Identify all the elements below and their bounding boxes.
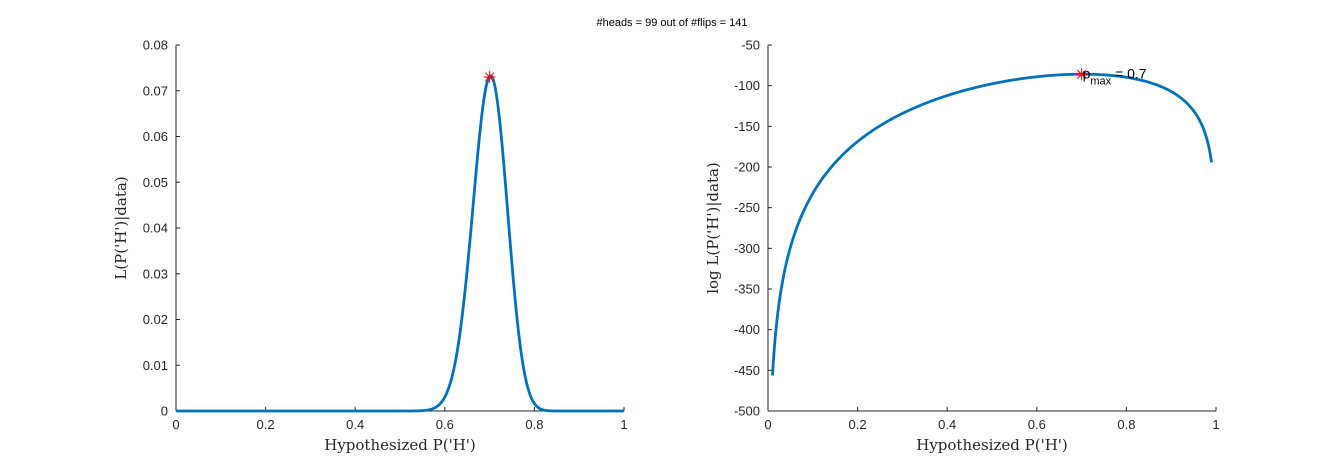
- likelihood-y-tick-label: 0.02: [143, 312, 168, 327]
- likelihood-y-tick-label: 0.01: [143, 358, 168, 373]
- likelihood-x-tick-label: 1: [620, 417, 627, 432]
- log-likelihood-y-tick-label: -400: [734, 322, 760, 337]
- log-likelihood-axes: 0 0.2 0.4 0.6 0.8 1 -50 -100 -150 -200 -250 -300 -35…: [704, 38, 1220, 455]
- likelihood-curve: [176, 74, 624, 413]
- likelihood-y-tick-label: 0.05: [143, 175, 168, 190]
- log-likelihood-x-tick-label: 0.4: [938, 417, 956, 432]
- log-likelihood-y-tick-label: -500: [734, 404, 760, 419]
- likelihood-y-tick-label: 0.06: [143, 129, 168, 144]
- log-likelihood-y-tick-label: -250: [734, 200, 760, 215]
- log-likelihood-y-tick-label: -50: [741, 38, 760, 53]
- log-likelihood-max-annotation: pmax = 0.7: [1083, 65, 1147, 87]
- figure-suptitle: #heads = 99 out of #flips = 141: [596, 17, 747, 29]
- likelihood-x-tick-label: 0.2: [257, 417, 275, 432]
- log-likelihood-y-tick-label: -350: [734, 282, 760, 297]
- log-likelihood-y-tick-label: -200: [734, 160, 760, 175]
- log-likelihood-curve: [771, 72, 1213, 376]
- likelihood-x-tick-label: 0.8: [525, 417, 543, 432]
- likelihood-y-tick-label: 0.08: [143, 38, 168, 53]
- likelihood-y-tick-label: 0.04: [143, 221, 168, 236]
- likelihood-x-axis-label: Hypothesized P('H'): [324, 436, 476, 454]
- likelihood-y-axis-label: L(P('H')|data): [112, 176, 130, 279]
- log-likelihood-x-axis-label: Hypothesized P('H'): [916, 436, 1068, 454]
- log-likelihood-y-tick-label: -450: [734, 363, 760, 378]
- log-likelihood-x-tick-label: 0.2: [849, 417, 867, 432]
- likelihood-max-marker: [483, 71, 496, 84]
- likelihood-x-tick-label: 0.4: [346, 417, 364, 432]
- log-likelihood-max-marker: [1075, 68, 1088, 81]
- log-likelihood-y-tick-label: -100: [734, 78, 760, 93]
- log-likelihood-y-axis-label: log L(P('H')|data): [704, 162, 722, 294]
- likelihood-axes: 0 0.2 0.4 0.6 0.8 1 0 0.01 0.02 0.03 0.04 0.05 0.06 0…: [112, 38, 628, 455]
- log-likelihood-x-tick-label: 0.6: [1028, 417, 1046, 432]
- likelihood-y-tick-label: 0.07: [143, 83, 168, 98]
- likelihood-y-tick-label: 0: [161, 404, 168, 419]
- log-likelihood-y-tick-label: -150: [734, 119, 760, 134]
- likelihood-x-tick-label: 0: [172, 417, 179, 432]
- log-likelihood-x-tick-label: 0: [764, 417, 771, 432]
- likelihood-y-tick-label: 0.03: [143, 266, 168, 281]
- log-likelihood-x-tick-label: 1: [1212, 417, 1219, 432]
- log-likelihood-x-tick-label: 0.8: [1117, 417, 1135, 432]
- likelihood-x-tick-label: 0.6: [436, 417, 454, 432]
- log-likelihood-y-tick-label: -300: [734, 241, 760, 256]
